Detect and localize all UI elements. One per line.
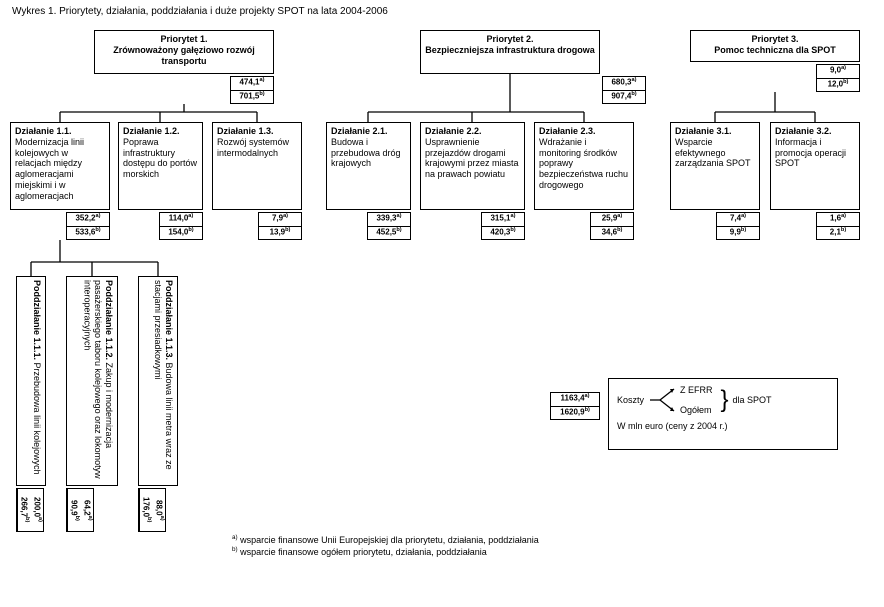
legend-box: Koszty Z EFRR Ogółem } dla SPOT W mln eu… [608, 378, 838, 450]
dzialanie-2-3-values: 25,9a)34,6b) [590, 212, 634, 240]
legend-spot: dla SPOT [733, 395, 772, 405]
legend-ogolem: Ogółem [680, 405, 712, 415]
legend-koszty: Koszty [617, 395, 644, 405]
chart-title: Wykres 1. Priorytety, działania, poddzia… [12, 6, 388, 17]
footnote-b: b) wsparcie finansowe ogółem priorytetu,… [232, 546, 487, 557]
dzialanie-2-2: Działanie 2.2.Usprawnienie przejazdów dr… [420, 122, 525, 210]
poddzialanie-1-1-2-values: 64,2a)90,9b) [66, 488, 94, 532]
legend-efrr: Z EFRR [680, 385, 713, 395]
poddzialanie-1-1-3: Poddziałanie 1.1.3. Budowa linii metra w… [138, 276, 178, 486]
dzialanie-2-1-values: 339,3a)452,5b) [367, 212, 411, 240]
priority-2-values: 680,3a)907,4b) [602, 76, 646, 104]
dzialanie-1-3: Działanie 1.3.Rozwój systemów intermodal… [212, 122, 302, 210]
poddzialanie-1-1-2: Poddziałanie 1.1.2. Zakup i modernizacja… [66, 276, 118, 486]
priority-1: Priorytet 1.Zrównoważony gałęziowo rozwó… [94, 30, 274, 74]
connector-lines [0, 0, 884, 607]
dzialanie-2-2-values: 315,1a)420,3b) [481, 212, 525, 240]
priority-3-values: 9,0a)12,0b) [816, 64, 860, 92]
dzialanie-1-3-values: 7,9a)13,9b) [258, 212, 302, 240]
priority-2: Priorytet 2.Bezpieczniejsza infrastruktu… [420, 30, 600, 74]
dzialanie-3-2: Działanie 3.2.Informacja i promocja oper… [770, 122, 860, 210]
dzialanie-1-2-values: 114,0a)154,0b) [159, 212, 203, 240]
dzialanie-3-1-values: 7,4a)9,9b) [716, 212, 760, 240]
dzialanie-1-2: Działanie 1.2.Poprawa infrastruktury dos… [118, 122, 203, 210]
dzialanie-1-1-values: 352,2a)533,6b) [66, 212, 110, 240]
legend-totals: 1163,4a)1620,9b) [550, 392, 600, 420]
poddzialanie-1-1-1-values: 200,0a)266,7b) [16, 488, 44, 532]
legend-units: W mln euro (ceny z 2004 r.) [617, 421, 829, 431]
dzialanie-1-1: Działanie 1.1.Modernizacja linii kolejow… [10, 122, 110, 210]
dzialanie-3-1: Działanie 3.1.Wsparcie efektywnego zarzą… [670, 122, 760, 210]
priority-1-values: 474,1a)701,5b) [230, 76, 274, 104]
poddzialanie-1-1-1: Poddziałanie 1.1.1. Przebudowa linii kol… [16, 276, 46, 486]
poddzialanie-1-1-3-values: 88,0a)176,0b) [138, 488, 166, 532]
dzialanie-2-3: Działanie 2.3.Wdrażanie i monitoring śro… [534, 122, 634, 210]
footnote-a: a) wsparcie finansowe Unii Europejskiej … [232, 534, 539, 545]
dzialanie-2-1: Działanie 2.1.Budowa i przebudowa dróg k… [326, 122, 411, 210]
dzialanie-3-2-values: 1,6a)2,1b) [816, 212, 860, 240]
priority-3: Priorytet 3.Pomoc techniczna dla SPOT [690, 30, 860, 62]
